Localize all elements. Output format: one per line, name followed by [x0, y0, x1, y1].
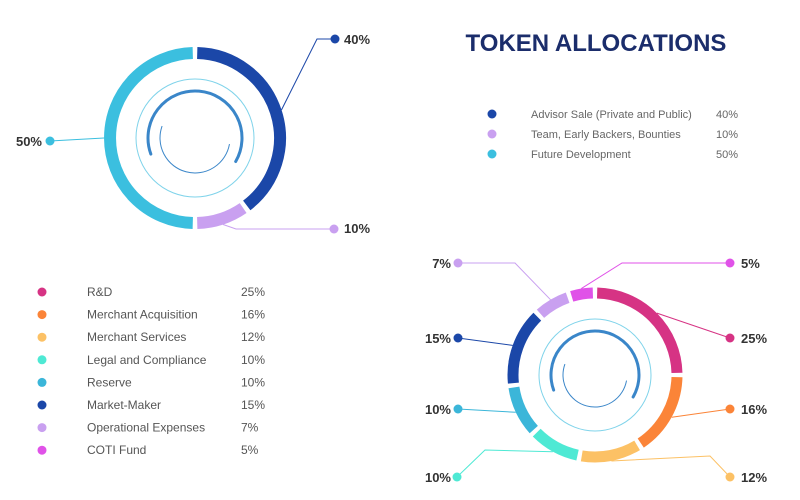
- callout-dot: [453, 333, 463, 343]
- value-label-coti-fund: 5%: [741, 256, 760, 271]
- legend-swatch: [37, 400, 47, 410]
- callout-dot: [329, 224, 339, 234]
- slice-operational-expenses: [536, 292, 570, 319]
- token-allocation-donut-chart: 40% 10% 50%: [16, 32, 370, 236]
- callout-dot: [725, 333, 735, 343]
- callout-line: [456, 449, 553, 478]
- callout-line: [581, 262, 730, 290]
- inner-ring-decoration: [538, 318, 652, 432]
- legend-value: 15%: [241, 398, 265, 412]
- legend-value: 7%: [241, 421, 259, 435]
- legend-swatch: [487, 149, 497, 159]
- legend-value: 5%: [241, 443, 259, 457]
- legend-swatch: [37, 423, 47, 433]
- inner-arc-decoration-thin: [159, 125, 230, 174]
- legend-label-market-maker: Market-Maker: [87, 398, 161, 412]
- page-title: TOKEN ALLOCATIONS: [466, 30, 727, 57]
- value-label-merchant-acquisition: 16%: [741, 402, 767, 417]
- value-label-merchant-services: 12%: [741, 470, 767, 485]
- inner-arc-decoration: [549, 329, 641, 399]
- legend-swatch: [37, 355, 47, 365]
- value-label-future-development: 50%: [16, 134, 42, 149]
- legend-swatch: [37, 377, 47, 387]
- value-label-legal-and-compliance: 10%: [425, 470, 451, 485]
- slice-reserve: [508, 386, 539, 434]
- inner-ring-decoration: [135, 78, 255, 198]
- callout-dot: [453, 258, 463, 268]
- inner-arc-decoration: [146, 89, 244, 163]
- slice-merchant-services: [580, 440, 640, 463]
- legend-value: 16%: [241, 308, 265, 322]
- callout-dot: [725, 472, 735, 482]
- callout-line: [49, 137, 105, 142]
- legend-swatch: [37, 332, 47, 342]
- legend-swatch: [37, 310, 47, 320]
- legend-label-merchant-acquisition: Merchant Acquisition: [87, 308, 198, 322]
- legend-value: 10%: [241, 353, 265, 367]
- legend-swatch: [37, 287, 47, 297]
- slice-legal-and-compliance: [532, 428, 579, 461]
- legend-value: 40%: [716, 109, 738, 121]
- callout-dot: [452, 472, 462, 482]
- callout-dot: [330, 34, 340, 44]
- token-allocation-legend: Advisor Sale (Private and Public) 40% Team…: [487, 109, 738, 161]
- slice-merchant-acquisition: [637, 376, 683, 448]
- callout-line: [458, 262, 551, 301]
- value-label-team-early-backers-bounties: 10%: [344, 221, 370, 236]
- legend-label-team-early-backers-bounties: Team, Early Backers, Bounties: [531, 129, 681, 141]
- fund-allocation-donut-chart: 25% 16% 12% 10% 10% 15% 7% 5%: [425, 256, 767, 485]
- callout-line: [611, 455, 731, 478]
- callout-line: [656, 312, 731, 339]
- slice-coti-fund: [570, 287, 594, 302]
- value-label-reserve: 10%: [425, 402, 451, 417]
- legend-swatch: [487, 109, 497, 119]
- callout-dot: [453, 404, 463, 414]
- callout-dot: [45, 136, 55, 146]
- slice-advisor-sale-private-and-public: [197, 47, 286, 211]
- legend-value: 12%: [241, 330, 265, 344]
- legend-value: 10%: [716, 129, 738, 141]
- legend-label-advisor-sale-private-and-public: Advisor Sale (Private and Public): [531, 109, 692, 121]
- slice-randd: [596, 287, 683, 374]
- callout-line: [457, 408, 516, 413]
- callout-line: [281, 38, 335, 111]
- legend-label-future-development: Future Development: [531, 149, 631, 161]
- callout-line: [222, 224, 334, 230]
- slice-team-early-backers-bounties: [196, 202, 247, 229]
- value-label-market-maker: 15%: [425, 331, 451, 346]
- legend-label-operational-expenses: Operational Expenses: [87, 421, 205, 435]
- legend-label-legal-and-compliance: Legal and Compliance: [87, 353, 207, 367]
- legend-label-randd: R&D: [87, 285, 113, 299]
- slice-market-maker: [507, 312, 542, 384]
- callout-dot: [725, 258, 735, 268]
- legend-label-merchant-services: Merchant Services: [87, 330, 186, 344]
- legend-label-reserve: Reserve: [87, 375, 132, 389]
- value-label-operational-expenses: 7%: [432, 256, 451, 271]
- legend-label-coti-fund: COTI Fund: [87, 443, 146, 457]
- callout-line: [671, 408, 731, 418]
- inner-arc-decoration-thin: [562, 363, 628, 408]
- callout-dot: [725, 404, 735, 414]
- legend-swatch: [37, 445, 47, 455]
- legend-value: 10%: [241, 375, 265, 389]
- legend-value: 50%: [716, 149, 738, 161]
- fund-allocation-legend: R&D 25% Merchant Acquisition 16% Merchant Se…: [37, 285, 265, 457]
- slice-future-development: [104, 47, 193, 229]
- value-label-randd: 25%: [741, 331, 767, 346]
- legend-swatch: [487, 129, 497, 139]
- value-label-advisor-sale-private-and-public: 40%: [344, 32, 370, 47]
- legend-value: 25%: [241, 285, 265, 299]
- callout-line: [457, 337, 513, 346]
